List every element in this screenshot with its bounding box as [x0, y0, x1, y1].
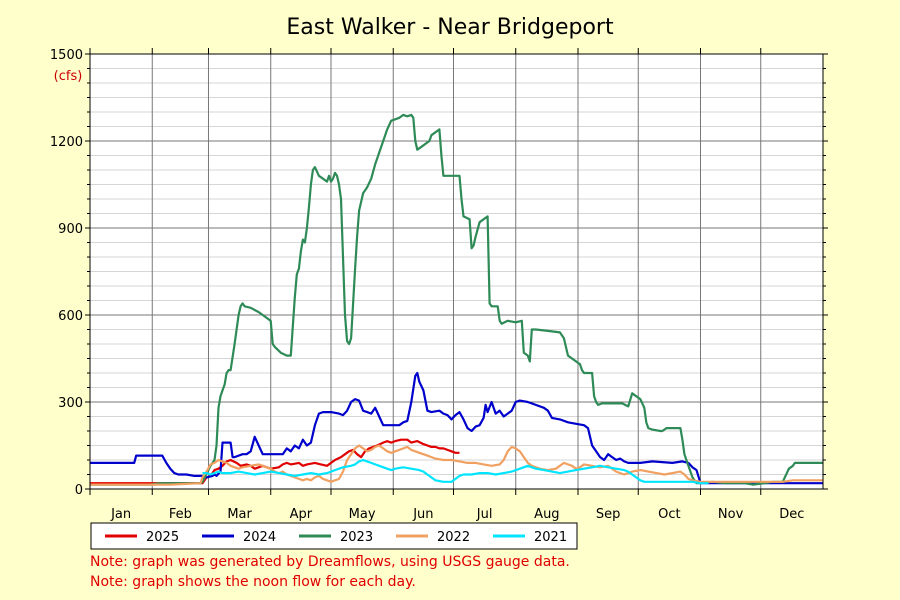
y-tick-label: 300 [58, 396, 83, 411]
x-tick-label: Aug [534, 507, 559, 522]
series-line-2021 [202, 458, 709, 485]
note-line: Note: graph was generated by Dreamflows,… [90, 554, 570, 570]
chart-title: East Walker - Near Bridgeport [286, 15, 614, 40]
legend-label-2025: 2025 [146, 530, 179, 545]
legend-label-2022: 2022 [437, 530, 470, 545]
x-tick-label: Oct [658, 507, 680, 522]
x-tick-label: Jun [412, 507, 433, 522]
x-tick-label: Feb [169, 507, 192, 522]
legend-label-2023: 2023 [340, 530, 373, 545]
x-tick-label: Jan [110, 507, 131, 522]
legend-label-2021: 2021 [534, 530, 567, 545]
x-tick-label: Nov [718, 507, 744, 522]
y-tick-label: 0 [75, 483, 83, 498]
legend: 2025 2024 2023 2022 2021 [90, 522, 578, 550]
notes: Note: graph was generated by Dreamflows,… [90, 552, 570, 592]
y-tick-label: 1500 [50, 48, 83, 63]
series-line-2022 [90, 444, 823, 486]
x-tick-label: Jul [476, 507, 493, 522]
axis-ticks: 0 300 600 900 1200 1500 Jan Feb Mar Apr May Jun Jul A… [50, 48, 828, 522]
x-tick-label: Dec [779, 507, 804, 522]
x-tick-label: Mar [227, 507, 252, 522]
series-group [90, 113, 823, 486]
plot-frame [89, 53, 824, 490]
y-tick-label: 600 [58, 309, 83, 324]
x-tick-label: May [349, 507, 376, 522]
x-tick-label: Apr [290, 507, 313, 522]
y-tick-label: 1200 [50, 135, 83, 150]
y-unit-label: (cfs) [54, 69, 83, 84]
y-tick-label: 900 [58, 222, 83, 237]
series-line-2023 [90, 113, 823, 486]
series-line-2024 [90, 371, 823, 485]
x-tick-label: Sep [596, 507, 621, 522]
legend-label-2024: 2024 [243, 530, 276, 545]
note-line: Note: graph shows the noon flow for each… [90, 574, 416, 590]
